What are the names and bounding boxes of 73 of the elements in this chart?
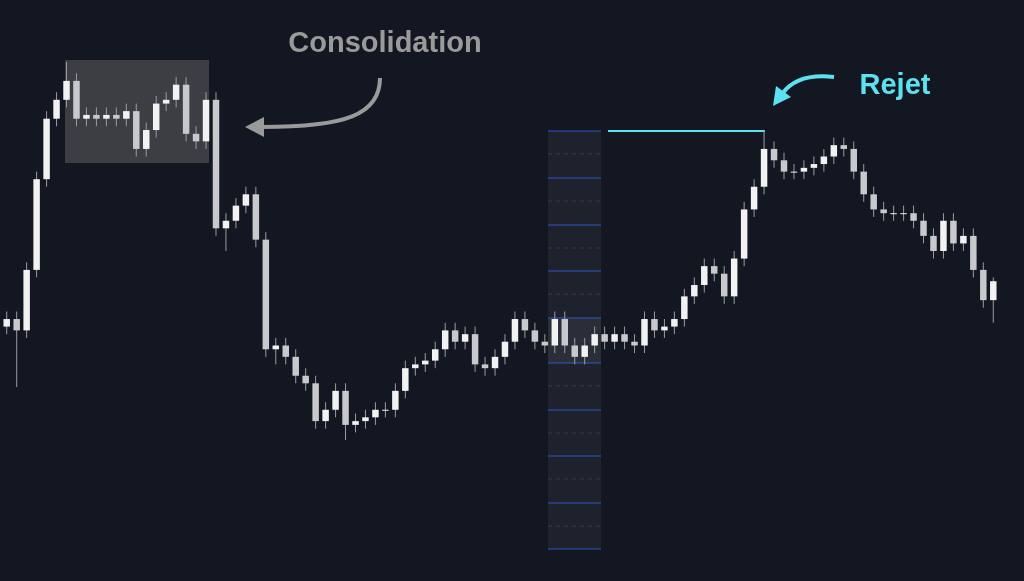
candlestick xyxy=(63,61,70,108)
candlestick xyxy=(930,227,937,260)
candlestick xyxy=(302,367,309,392)
candlestick xyxy=(392,382,399,418)
candlestick xyxy=(123,103,130,127)
candlestick xyxy=(172,76,180,108)
candlestick xyxy=(412,356,419,377)
candlestick xyxy=(143,121,150,157)
candlestick xyxy=(631,333,638,354)
candlestick xyxy=(431,341,439,369)
candlestick xyxy=(651,310,658,339)
candlestick xyxy=(451,322,459,350)
candlestick xyxy=(591,326,598,354)
candlestick xyxy=(461,326,469,350)
candlestick xyxy=(840,137,848,157)
candlestick xyxy=(292,348,299,384)
candlestick xyxy=(850,140,857,180)
candlestick xyxy=(83,106,90,127)
candlestick xyxy=(810,156,818,176)
candlestick xyxy=(3,310,10,335)
candlestick xyxy=(382,401,389,418)
candlestick xyxy=(960,227,967,252)
candlestick xyxy=(870,186,877,218)
candlestick xyxy=(93,106,100,127)
candlestick xyxy=(691,276,698,305)
candlestick xyxy=(621,326,628,350)
candlestick xyxy=(681,288,688,328)
candlestick xyxy=(322,401,329,430)
candlestick xyxy=(571,337,578,365)
candlestick xyxy=(880,201,887,222)
candlestick xyxy=(372,401,379,426)
candlestick xyxy=(720,265,728,305)
candlestick xyxy=(362,409,369,430)
candlestick xyxy=(232,197,240,229)
candlestick xyxy=(790,163,798,180)
candlestick xyxy=(770,140,778,169)
candlestick xyxy=(780,152,788,180)
candlestick xyxy=(830,137,838,165)
candlestick xyxy=(13,310,20,388)
candlestick xyxy=(352,413,359,433)
candlestick xyxy=(441,322,449,358)
candlestick xyxy=(890,205,897,222)
candlestick xyxy=(531,322,539,350)
candlestick xyxy=(242,186,250,214)
candlestick xyxy=(950,212,957,252)
candlestick xyxy=(800,159,808,180)
candlestick xyxy=(671,310,678,335)
candlestick xyxy=(481,356,489,377)
candlestick xyxy=(53,91,60,127)
candlestick xyxy=(162,91,170,112)
candlestick xyxy=(541,333,549,354)
candlestick xyxy=(860,163,867,203)
candlestick xyxy=(581,337,588,365)
candlestick xyxy=(701,258,708,294)
candlestick xyxy=(113,106,120,127)
candlestick xyxy=(511,310,519,350)
text: Consolidation xyxy=(288,26,482,58)
candlestick xyxy=(601,326,608,350)
candlestick xyxy=(990,276,997,324)
annotation: Rejet xyxy=(859,68,931,100)
candlestick xyxy=(402,360,409,399)
candlestick xyxy=(920,212,927,244)
candlestick xyxy=(501,333,509,365)
candlestick xyxy=(750,178,758,218)
candlestick xyxy=(103,106,110,127)
candlestick xyxy=(491,348,499,377)
candlestick xyxy=(521,310,529,339)
candlestick xyxy=(711,258,718,282)
candlestick xyxy=(282,337,289,365)
candlestick xyxy=(900,205,907,222)
candlestick xyxy=(611,326,618,350)
candlestick xyxy=(332,382,339,418)
candlestick xyxy=(910,205,917,229)
